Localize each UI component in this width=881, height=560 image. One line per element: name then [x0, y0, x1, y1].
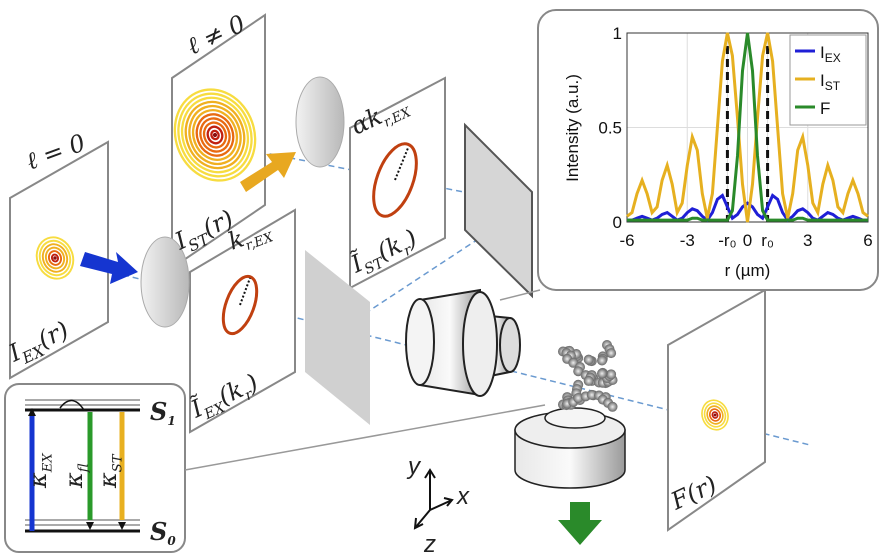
x-tick-label: 3 [803, 231, 812, 250]
x-tick-label: 6 [863, 231, 872, 250]
label-part: κ [60, 472, 88, 489]
ring-center [213, 133, 217, 137]
x-axis-label: r (µm) [725, 261, 771, 280]
mirror [465, 125, 532, 296]
x-tick-label: -6 [619, 231, 634, 250]
label: x [456, 483, 470, 510]
fluorescence-arrow [558, 502, 602, 545]
subscript: ST [111, 453, 126, 472]
label-part: S [150, 397, 167, 426]
lens [296, 77, 344, 167]
legend-subscript: ST [825, 79, 841, 93]
molecule [608, 402, 618, 412]
ring-center [53, 256, 57, 260]
y-axis-label: Intensity (a.u.) [563, 74, 582, 182]
label-part: κ [24, 472, 52, 489]
connector [500, 290, 540, 300]
molecule [584, 376, 594, 386]
ring-center [714, 414, 717, 417]
subscript: 1 [167, 414, 175, 428]
x-tick-label: r₀ [761, 231, 774, 250]
y-tick-label: 0.5 [598, 119, 622, 138]
label: y [406, 453, 422, 480]
legend-subscript: EX [825, 51, 841, 65]
label-part: κ [94, 472, 122, 489]
x-tick-label: -3 [680, 231, 695, 250]
label: z [423, 531, 436, 558]
y-tick-label: 1 [613, 24, 622, 43]
molecule [584, 355, 594, 365]
molecule [597, 356, 607, 366]
molecule [597, 369, 607, 379]
figure: 00.51-6-3-r₀0r₀36Intensity (a.u.)r (µm)I… [0, 0, 881, 560]
subscript: 0 [167, 534, 176, 548]
coordinate-axes [415, 470, 452, 528]
x-tick-label: 0 [743, 231, 752, 250]
molecules [558, 340, 618, 412]
legend-entry: F [820, 99, 830, 118]
sample-stage [515, 408, 625, 488]
subscript: EX [41, 453, 56, 474]
subscript: fl [77, 463, 92, 473]
x-tick-label: -r₀ [718, 231, 736, 250]
y-tick-label: 0 [613, 213, 622, 232]
objective [406, 290, 520, 396]
label-part: S [150, 517, 167, 546]
legend-name: F [820, 99, 830, 118]
